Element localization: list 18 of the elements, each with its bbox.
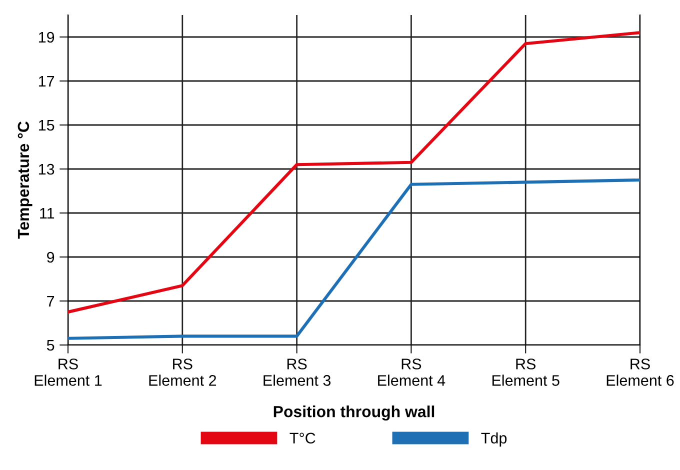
x-tick-label: RS Element 6	[606, 358, 674, 386]
y-tick-label: 13	[38, 164, 54, 175]
y-tick-label: 5	[46, 340, 54, 351]
x-tick-label: RS Element 5	[492, 358, 560, 386]
x-tick-label: RS Element 1	[34, 358, 102, 386]
legend-label: Tdp	[481, 432, 507, 447]
x-tick-label: RS Element 2	[149, 358, 216, 386]
y-tick-label: 19	[38, 32, 54, 43]
y-axis-title: Temperature °C	[18, 121, 32, 239]
y-tick-label: 7	[47, 296, 54, 307]
x-axis-title: Position through wall	[274, 406, 434, 421]
y-tick-label: 15	[38, 120, 54, 131]
x-tick-label: RS Element 3	[264, 358, 331, 386]
y-tick-label: 17	[38, 76, 54, 87]
y-tick-label: 9	[47, 252, 54, 263]
x-tick-label: RS Element 4	[378, 358, 446, 386]
legend-label: T°C	[290, 432, 316, 444]
y-tick-label: 11	[40, 208, 54, 219]
